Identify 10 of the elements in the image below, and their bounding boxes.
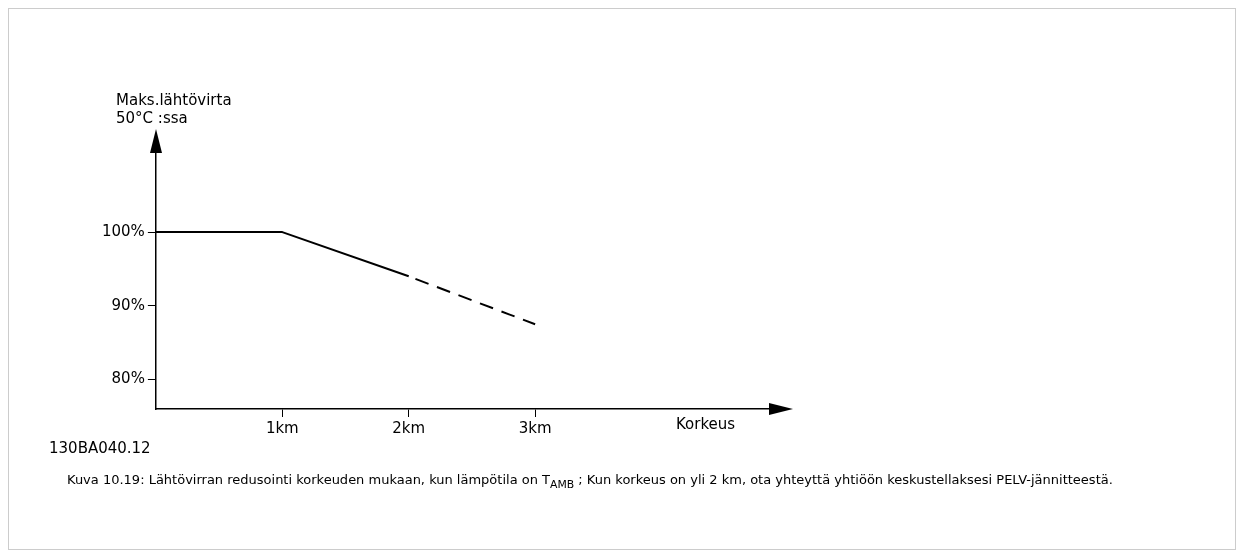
x-axis-title: Korkeus <box>676 415 736 433</box>
text: Kuva 10.19: Lähtövirran redusointi korkeuden mukaan, kun lämpötila on T$_{AMB}$ ; Kun korkeus on yli 2 km, ota yhteyttä yhtiöön keskustellaksesi PELV-jännitteestä. <box>67 471 1114 493</box>
y-axis-title: Maks.lähtövirta 50°C :ssa <box>116 91 232 127</box>
y-tick-label: 90% <box>111 295 145 314</box>
y-tick-label: 100% <box>101 221 145 240</box>
text: 130BA040.12 <box>49 439 151 457</box>
y-tick-label: 80% <box>111 369 145 388</box>
x-tick-label: 3km <box>518 418 552 437</box>
x-tick-label: 1km <box>265 418 299 437</box>
x-tick-label: 2km <box>392 418 426 437</box>
